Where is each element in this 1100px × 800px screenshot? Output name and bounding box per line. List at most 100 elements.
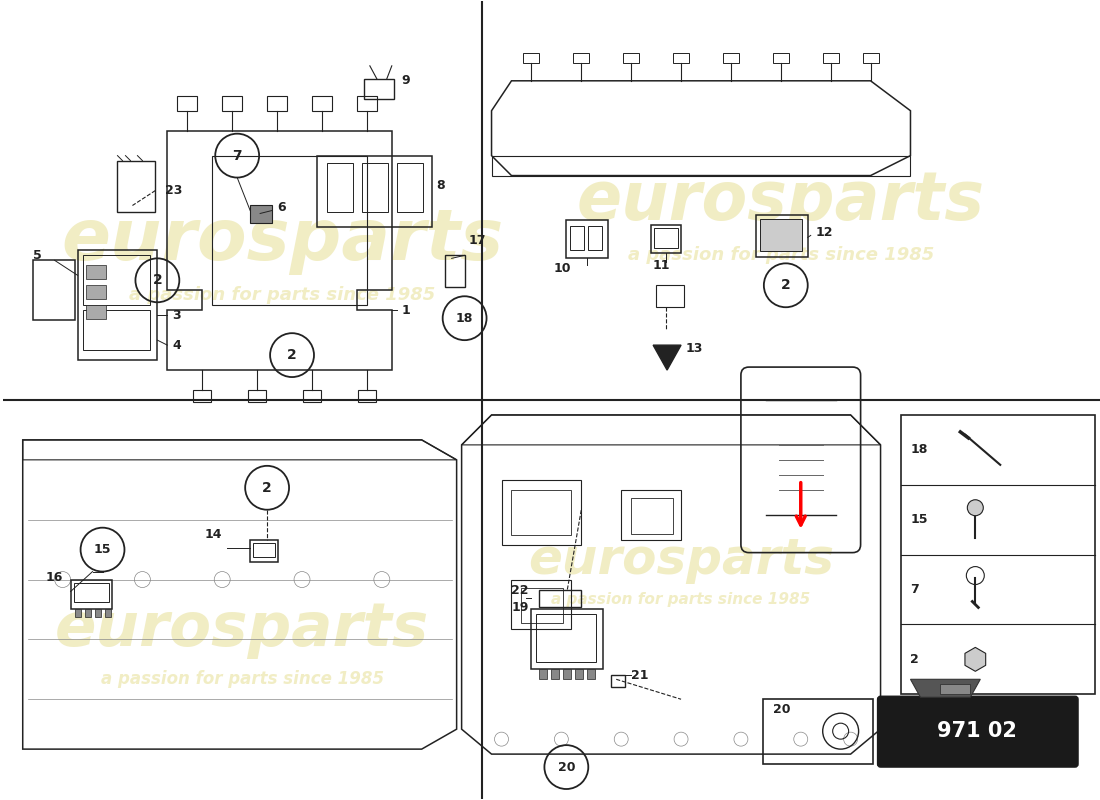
Text: 23: 23 (165, 184, 183, 197)
Text: 17: 17 (469, 234, 486, 247)
Text: 18: 18 (911, 443, 928, 456)
Bar (82, 255, 151, 306)
Bar (312, 96, 332, 110)
Bar (397, 162, 422, 213)
Text: 7: 7 (911, 583, 920, 596)
Text: eurosparts: eurosparts (55, 600, 429, 659)
Text: 1: 1 (402, 304, 410, 317)
Bar (358, 390, 376, 402)
Bar (250, 540, 278, 562)
Text: 2: 2 (153, 274, 163, 287)
Bar (222, 96, 242, 110)
Bar (521, 587, 563, 623)
Text: 15: 15 (911, 513, 928, 526)
Text: 8: 8 (437, 179, 446, 192)
Bar (539, 670, 548, 679)
Text: 22: 22 (510, 584, 528, 597)
Bar (118, 161, 155, 213)
Bar (267, 96, 287, 110)
Polygon shape (911, 679, 980, 698)
Text: 2: 2 (911, 653, 920, 666)
Bar (85, 610, 90, 618)
Text: eurosparts: eurosparts (528, 535, 834, 583)
Text: 4: 4 (173, 338, 182, 352)
Bar (631, 498, 673, 534)
Bar (302, 390, 321, 402)
Bar (587, 670, 595, 679)
Polygon shape (653, 345, 681, 370)
Bar (249, 390, 266, 402)
Bar (539, 590, 581, 607)
Bar (253, 542, 275, 557)
Bar (212, 156, 367, 306)
Bar (104, 610, 110, 618)
Circle shape (967, 500, 983, 516)
Bar (570, 226, 584, 250)
Bar (75, 610, 80, 618)
Bar (537, 614, 596, 662)
Bar (362, 162, 388, 213)
Text: 21: 21 (631, 669, 649, 682)
Bar (512, 579, 571, 630)
Bar (551, 670, 560, 679)
Text: 6: 6 (277, 201, 286, 214)
Bar (566, 221, 608, 258)
Bar (364, 79, 394, 98)
Text: 971 02: 971 02 (937, 721, 1018, 741)
Bar (573, 53, 590, 63)
Text: 11: 11 (652, 259, 670, 272)
Text: 19: 19 (512, 601, 528, 614)
Text: 7: 7 (232, 149, 242, 162)
Bar (654, 229, 678, 248)
Bar (656, 286, 684, 307)
Polygon shape (965, 647, 986, 671)
Text: 9: 9 (402, 74, 410, 87)
Bar (86, 306, 106, 319)
Bar (524, 53, 539, 63)
Text: 18: 18 (455, 312, 473, 325)
Text: 13: 13 (686, 342, 703, 354)
Text: a passion for parts since 1985: a passion for parts since 1985 (628, 246, 934, 264)
Bar (531, 610, 603, 670)
Bar (612, 675, 625, 687)
Text: 20: 20 (558, 761, 575, 774)
Text: 12: 12 (816, 226, 833, 239)
Bar (512, 490, 571, 534)
Bar (70, 579, 112, 610)
Bar (723, 53, 739, 63)
Bar (763, 699, 872, 764)
Bar (823, 53, 838, 63)
Bar (86, 286, 106, 299)
Text: 15: 15 (94, 543, 111, 556)
Bar (773, 53, 789, 63)
Bar (588, 226, 603, 250)
Bar (901, 415, 1094, 694)
FancyBboxPatch shape (878, 696, 1078, 767)
Bar (651, 226, 681, 254)
Text: eurosparts: eurosparts (576, 167, 984, 234)
Text: 10: 10 (553, 262, 571, 275)
Bar (194, 390, 211, 402)
Text: 16: 16 (45, 571, 63, 584)
Bar (78, 250, 157, 360)
Bar (756, 215, 807, 258)
Bar (250, 206, 272, 223)
Text: eurosparts: eurosparts (60, 206, 503, 275)
Text: 2: 2 (781, 278, 791, 292)
Bar (356, 96, 377, 110)
Bar (575, 670, 583, 679)
Bar (760, 219, 802, 251)
Bar (444, 255, 464, 287)
Text: a passion for parts since 1985: a passion for parts since 1985 (129, 286, 436, 304)
Bar (74, 582, 109, 602)
Bar (317, 156, 431, 227)
Bar (940, 684, 970, 694)
Bar (502, 480, 581, 545)
Bar (33, 260, 75, 320)
Text: 20: 20 (773, 702, 790, 716)
Text: a passion for parts since 1985: a passion for parts since 1985 (100, 670, 384, 688)
Bar (327, 162, 353, 213)
Bar (177, 96, 197, 110)
Bar (563, 670, 571, 679)
Text: 2: 2 (262, 481, 272, 494)
